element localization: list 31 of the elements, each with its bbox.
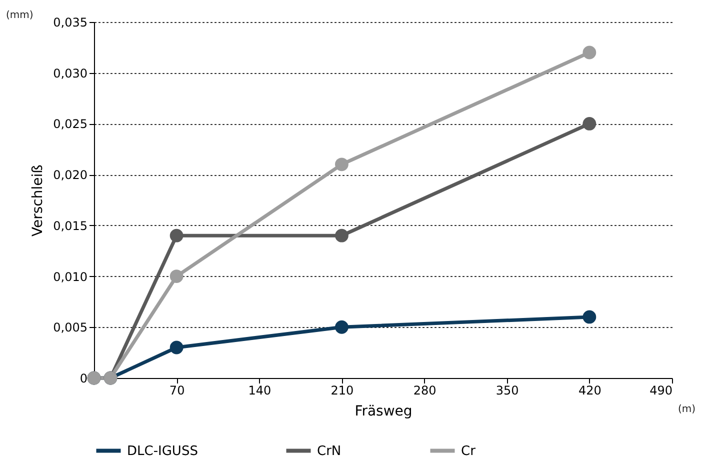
point (582, 46, 596, 60)
y-tick-label: 0,020 (53, 168, 88, 182)
x-tick-label: 490 (650, 384, 672, 398)
y-tick-label: 0,005 (53, 320, 88, 335)
x-axis-title: Fräsweg (354, 404, 412, 420)
y-tick-label: 0,030 (53, 66, 88, 80)
point (335, 158, 348, 172)
y-axis-title: Verschleiß (30, 164, 46, 236)
x-tick-label: 210 (330, 384, 354, 398)
legend-label: DLC-IGUSS (127, 444, 198, 459)
point (335, 320, 348, 334)
y-tick-label: 0,035 (53, 16, 88, 30)
point (582, 117, 596, 130)
legend-label: Cr (461, 444, 476, 459)
x-tick-label: 350 (496, 384, 519, 398)
text: (mm) (6, 10, 34, 21)
y-tick-label: 0,015 (53, 218, 88, 233)
y-tick-label: 0,025 (53, 117, 88, 132)
x-tick-label: 140 (248, 384, 272, 398)
y-tick-label: 0 (80, 372, 88, 386)
point (170, 228, 184, 242)
point (170, 270, 184, 283)
point (170, 340, 184, 354)
text: (m) (678, 404, 696, 415)
x-tick-label: 70 (169, 384, 185, 398)
point (335, 228, 348, 242)
point (582, 310, 596, 324)
x-tick-label: 420 (578, 384, 602, 398)
y-tick-label: 0,010 (53, 270, 88, 284)
legend-label: CrN (317, 444, 342, 459)
x-tick-label: 280 (413, 384, 436, 398)
